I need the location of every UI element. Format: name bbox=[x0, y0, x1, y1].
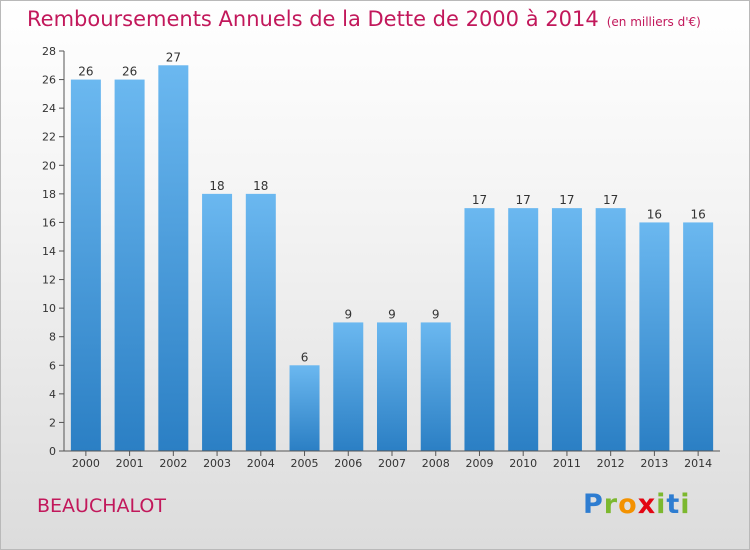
bar-value-label: 26 bbox=[78, 65, 93, 79]
chart-title-text: Remboursements Annuels de la Dette de 20… bbox=[27, 7, 599, 31]
logo-letter: t bbox=[666, 489, 681, 520]
y-tick-label: 20 bbox=[42, 159, 56, 172]
y-tick-label: 26 bbox=[42, 74, 56, 87]
bar-2000 bbox=[70, 79, 101, 452]
y-tick-label: 24 bbox=[42, 102, 56, 115]
x-tick-label: 2008 bbox=[422, 457, 450, 470]
bar-value-label: 17 bbox=[516, 193, 531, 207]
proxiti-logo[interactable]: Proxiti bbox=[583, 489, 691, 520]
bar-2011 bbox=[551, 208, 582, 451]
bar-2012 bbox=[595, 208, 626, 451]
bar-value-label: 17 bbox=[603, 193, 618, 207]
logo-letter: o bbox=[618, 489, 638, 520]
x-tick-label: 2000 bbox=[72, 457, 100, 470]
y-tick-label: 14 bbox=[42, 245, 56, 258]
x-tick-label: 2007 bbox=[378, 457, 406, 470]
bar-2005 bbox=[289, 365, 320, 451]
logo-letter: r bbox=[603, 489, 619, 520]
x-tick-label: 2011 bbox=[553, 457, 581, 470]
y-tick-label: 12 bbox=[42, 274, 56, 287]
bar-value-label: 16 bbox=[647, 207, 662, 221]
bar-2004 bbox=[245, 193, 276, 451]
logo-letter: i bbox=[680, 489, 691, 520]
chart-unit-label: (en milliers d'€) bbox=[606, 15, 701, 29]
bar-value-label: 9 bbox=[388, 307, 396, 321]
bar-value-label: 16 bbox=[690, 207, 705, 221]
y-tick-label: 22 bbox=[42, 131, 56, 144]
x-tick-label: 2001 bbox=[116, 457, 144, 470]
y-tick-label: 16 bbox=[42, 216, 56, 229]
bar-2013 bbox=[639, 222, 670, 451]
town-name: BEAUCHALOT bbox=[37, 495, 166, 517]
bar-2001 bbox=[114, 79, 145, 452]
bar-2010 bbox=[508, 208, 539, 451]
bar-value-label: 9 bbox=[432, 307, 440, 321]
x-tick-label: 2004 bbox=[247, 457, 275, 470]
y-tick-label: 18 bbox=[42, 188, 56, 201]
bars-group: 26 26 27 18 18 6 9 9 9 17 17 17 17 16 16 bbox=[70, 50, 714, 452]
y-tick-label: 2 bbox=[49, 416, 56, 429]
x-tick-label: 2012 bbox=[597, 457, 625, 470]
x-tick-label: 2009 bbox=[465, 457, 493, 470]
bar-2003 bbox=[202, 193, 233, 451]
bar-value-label: 27 bbox=[166, 50, 181, 64]
logo-letter: i bbox=[656, 489, 667, 520]
bar-2002 bbox=[158, 65, 189, 452]
y-tick-label: 0 bbox=[49, 445, 56, 458]
y-tick-label: 28 bbox=[42, 45, 56, 58]
y-tick-label: 10 bbox=[42, 302, 56, 315]
x-tick-label: 2010 bbox=[509, 457, 537, 470]
logo-letter: P bbox=[583, 489, 604, 520]
chart-title: Remboursements Annuels de la Dette de 20… bbox=[27, 7, 701, 31]
bar-value-label: 6 bbox=[301, 350, 309, 364]
bar-value-label: 9 bbox=[344, 307, 352, 321]
y-tick-label: 6 bbox=[49, 359, 56, 372]
x-tick-label: 2003 bbox=[203, 457, 231, 470]
axes-group: 2000 2001 2002 2003 2004 2005 2006 2007 2008 2009… bbox=[42, 45, 720, 470]
bar-value-label: 17 bbox=[559, 193, 574, 207]
x-tick-label: 2005 bbox=[291, 457, 319, 470]
y-tick-label: 8 bbox=[49, 331, 56, 344]
bar-value-label: 18 bbox=[209, 179, 224, 193]
bar-2007 bbox=[377, 322, 407, 451]
logo-letter: x bbox=[637, 489, 657, 520]
bar-value-label: 17 bbox=[472, 193, 487, 207]
y-tick-label: 4 bbox=[49, 388, 56, 401]
x-tick-label: 2014 bbox=[684, 457, 712, 470]
x-tick-label: 2006 bbox=[334, 457, 362, 470]
x-tick-label: 2002 bbox=[159, 457, 187, 470]
bar-2008 bbox=[420, 322, 451, 451]
bar-2014 bbox=[683, 222, 714, 451]
bar-2009 bbox=[464, 208, 495, 451]
bar-value-label: 26 bbox=[122, 65, 137, 79]
x-tick-label: 2013 bbox=[640, 457, 668, 470]
bar-2006 bbox=[333, 322, 364, 451]
bar-value-label: 18 bbox=[253, 179, 268, 193]
